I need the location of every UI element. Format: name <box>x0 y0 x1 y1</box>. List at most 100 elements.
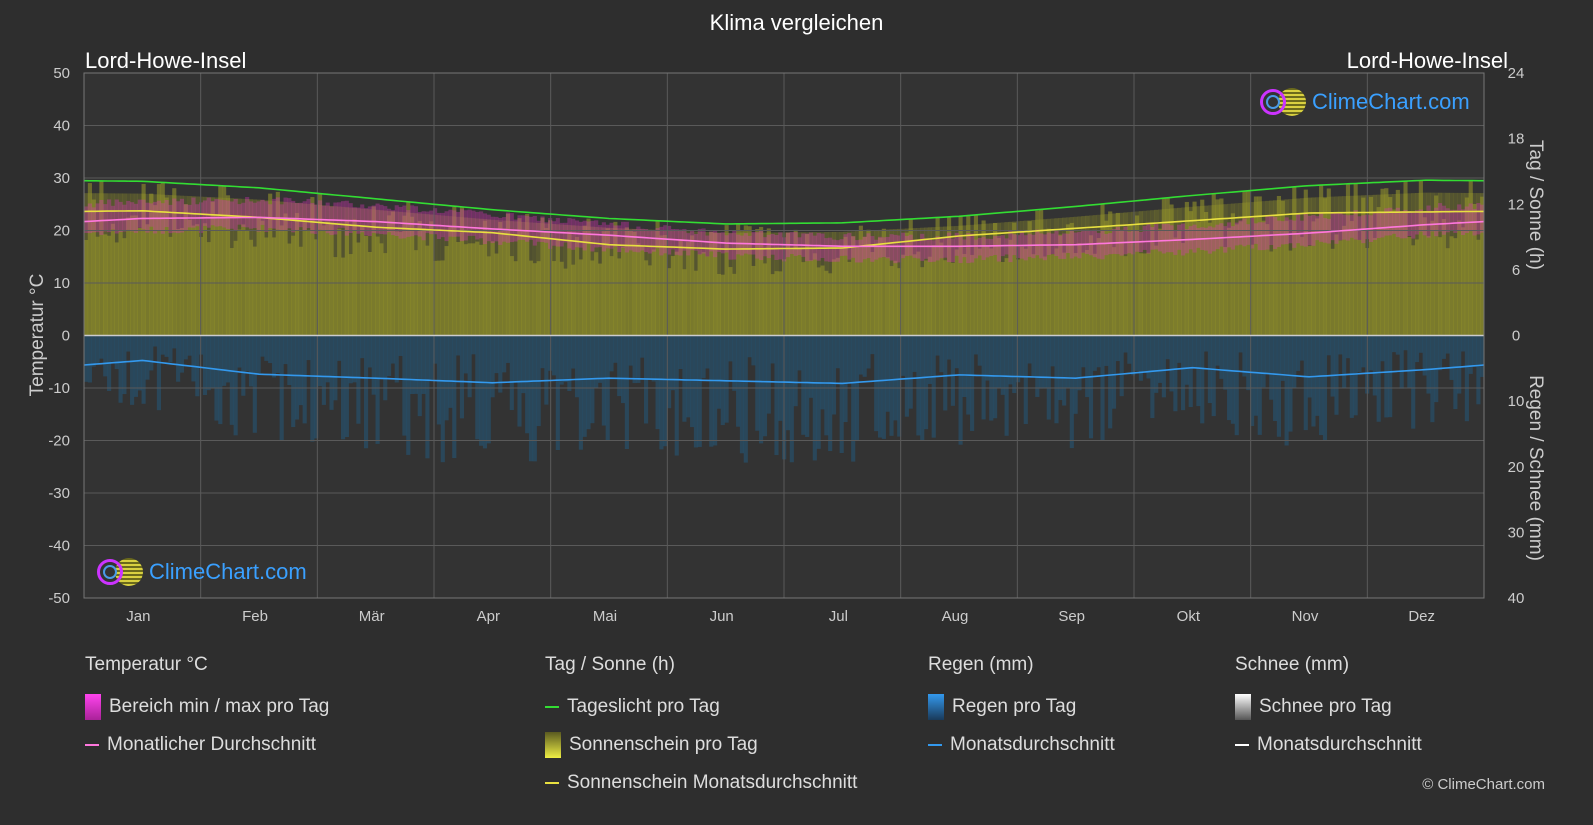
rain-bar <box>1437 335 1443 371</box>
left-tick-label: 0 <box>62 328 70 345</box>
rain-avg-line-icon <box>928 744 942 746</box>
rain-bar <box>889 335 894 436</box>
legend-heading: Temperatur °C <box>85 654 208 675</box>
sunshine-bar <box>1096 238 1101 336</box>
rain-bar <box>620 335 626 404</box>
sunshine-bar <box>517 218 522 336</box>
sunshine-bar <box>755 229 760 336</box>
sunshine-bar <box>1426 236 1431 336</box>
rain-bar <box>1426 335 1431 394</box>
sunshine-bar <box>904 232 909 336</box>
logo-top[interactable]: ClimeChart.com <box>1260 88 1470 116</box>
sunshine-bar <box>724 225 729 336</box>
temp-range-bar <box>433 208 438 235</box>
rain-bar <box>1250 335 1255 427</box>
sunshine-bar <box>682 269 687 336</box>
sunshine-bar <box>379 243 384 336</box>
temp-range-bar <box>1150 226 1155 250</box>
sunshine-bar <box>977 248 982 336</box>
sunshine-bar <box>847 261 852 336</box>
rain-bar <box>793 335 798 407</box>
sunshine-bar <box>233 240 238 336</box>
temp-range-bar <box>816 232 821 261</box>
sunshine-bar <box>1215 199 1220 336</box>
month-tick-label: Nov <box>1292 608 1319 625</box>
legend-item: Bereich min / max pro Tag <box>85 688 329 726</box>
left-tick-label: 50 <box>53 65 70 82</box>
rain-bar <box>1150 335 1155 419</box>
sunshine-bar <box>1085 250 1090 336</box>
temp-range-bar <box>91 207 96 233</box>
sunshine-bar <box>1165 197 1170 336</box>
rain-bar <box>1204 335 1209 352</box>
temp-range-bar <box>1250 217 1255 249</box>
rain-bar <box>1000 335 1005 395</box>
right-bottom-tick-label: 30 <box>1508 524 1525 541</box>
rain-bar <box>1388 335 1393 418</box>
right-bottom-axis-title: Regen / Schnee (mm) <box>1525 375 1546 561</box>
temp-range-bar <box>1434 207 1439 237</box>
sunshine-bar <box>421 228 426 336</box>
month-tick-label: Jun <box>710 608 734 625</box>
rain-bar <box>271 335 277 378</box>
sunshine-bar <box>425 245 430 336</box>
rain-bar <box>659 335 664 450</box>
rain-bar <box>674 335 679 456</box>
sunshine-bar <box>693 270 698 336</box>
temp-range-bar <box>705 235 710 257</box>
rain-bar <box>1261 335 1266 388</box>
rain-bar <box>202 335 208 395</box>
rain-bar <box>943 335 948 411</box>
rain-bar <box>1399 335 1404 389</box>
temp-range-bar <box>1081 230 1086 253</box>
temp-range-bar <box>1215 224 1220 250</box>
logo-bottom[interactable]: ClimeChart.com <box>97 558 307 586</box>
sunshine-bar <box>555 238 560 336</box>
rain-bar <box>367 335 372 368</box>
temp-range-bar <box>1330 212 1335 241</box>
sunshine-bar <box>900 254 906 336</box>
rain-bar <box>156 335 162 411</box>
snow-swatch-icon <box>1235 694 1251 720</box>
temp-range-bar <box>479 211 484 239</box>
sunshine-bar <box>709 231 714 336</box>
temp-range-bar <box>394 205 399 236</box>
rain-bar <box>294 335 300 420</box>
sunshine-bar <box>241 224 246 336</box>
sunshine-bar <box>797 247 802 336</box>
rain-bar <box>141 335 146 404</box>
rain-bar <box>797 335 802 371</box>
sunshine-bar <box>1357 239 1362 336</box>
rain-bar <box>774 335 779 456</box>
left-tick-label: -30 <box>48 485 70 502</box>
rain-bar <box>1476 335 1481 405</box>
left-tick-label: -20 <box>48 433 70 450</box>
rain-bar <box>824 335 829 436</box>
sunshine-bar <box>210 201 215 336</box>
rain-bar <box>766 335 771 414</box>
temp-range-bar <box>1280 221 1285 245</box>
temp-range-bar <box>241 202 246 227</box>
rain-bar <box>1227 335 1232 421</box>
rain-bar <box>563 335 568 383</box>
temp-range-bar <box>528 216 534 240</box>
rain-bar <box>1157 335 1163 383</box>
rain-bar <box>1445 335 1450 354</box>
rain-bar <box>1184 335 1189 385</box>
sunshine-bar <box>996 238 1002 336</box>
right-top-tick-label: 12 <box>1508 196 1525 213</box>
month-tick-label: Jul <box>829 608 848 625</box>
daylight-line-icon <box>545 706 559 708</box>
rain-bar <box>329 335 334 410</box>
rain-bar <box>1073 335 1078 414</box>
rain-bar <box>839 335 844 454</box>
sunshine-bar <box>789 249 794 336</box>
temp-range-bar <box>1211 227 1216 252</box>
rain-bar <box>153 335 158 347</box>
sunshine-bar <box>317 193 323 336</box>
temp-range-bar <box>747 235 752 255</box>
sunshine-bar <box>160 182 165 336</box>
rain-bar <box>881 335 886 439</box>
temp-range-bar <box>202 200 208 226</box>
sunshine-bar <box>456 242 461 336</box>
